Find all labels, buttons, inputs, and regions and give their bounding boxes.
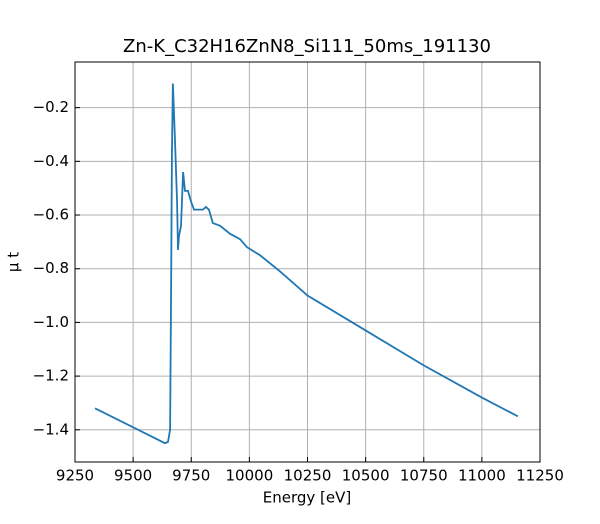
y-tick-label: −0.4 xyxy=(33,152,69,170)
y-tick-label: −1.4 xyxy=(33,420,69,438)
y-tick-label: −1.0 xyxy=(33,313,69,331)
y-tick-label: −0.8 xyxy=(33,259,69,277)
y-axis-label: μ t xyxy=(5,252,23,272)
x-tick-label: 10750 xyxy=(400,467,448,485)
x-tick-label: 10250 xyxy=(284,467,332,485)
y-tick-label: −1.2 xyxy=(33,367,69,385)
y-tick-label: −0.6 xyxy=(33,206,69,224)
plot-frame xyxy=(74,61,541,463)
chart-title: Zn-K_C32H16ZnN8_Si111_50ms_191130 xyxy=(123,36,491,57)
x-tick-label: 11250 xyxy=(516,467,564,485)
x-tick-label: 9500 xyxy=(114,467,152,485)
x-tick-label: 9750 xyxy=(172,467,210,485)
data-line xyxy=(94,83,519,445)
y-tick-label: −0.2 xyxy=(33,98,69,116)
x-tick-label: 11000 xyxy=(458,467,506,485)
x-tick-label: 10500 xyxy=(342,467,390,485)
x-tick-label: 10000 xyxy=(226,467,274,485)
x-axis-label: Energy [eV] xyxy=(263,489,351,507)
x-tick-label: 9250 xyxy=(56,467,94,485)
